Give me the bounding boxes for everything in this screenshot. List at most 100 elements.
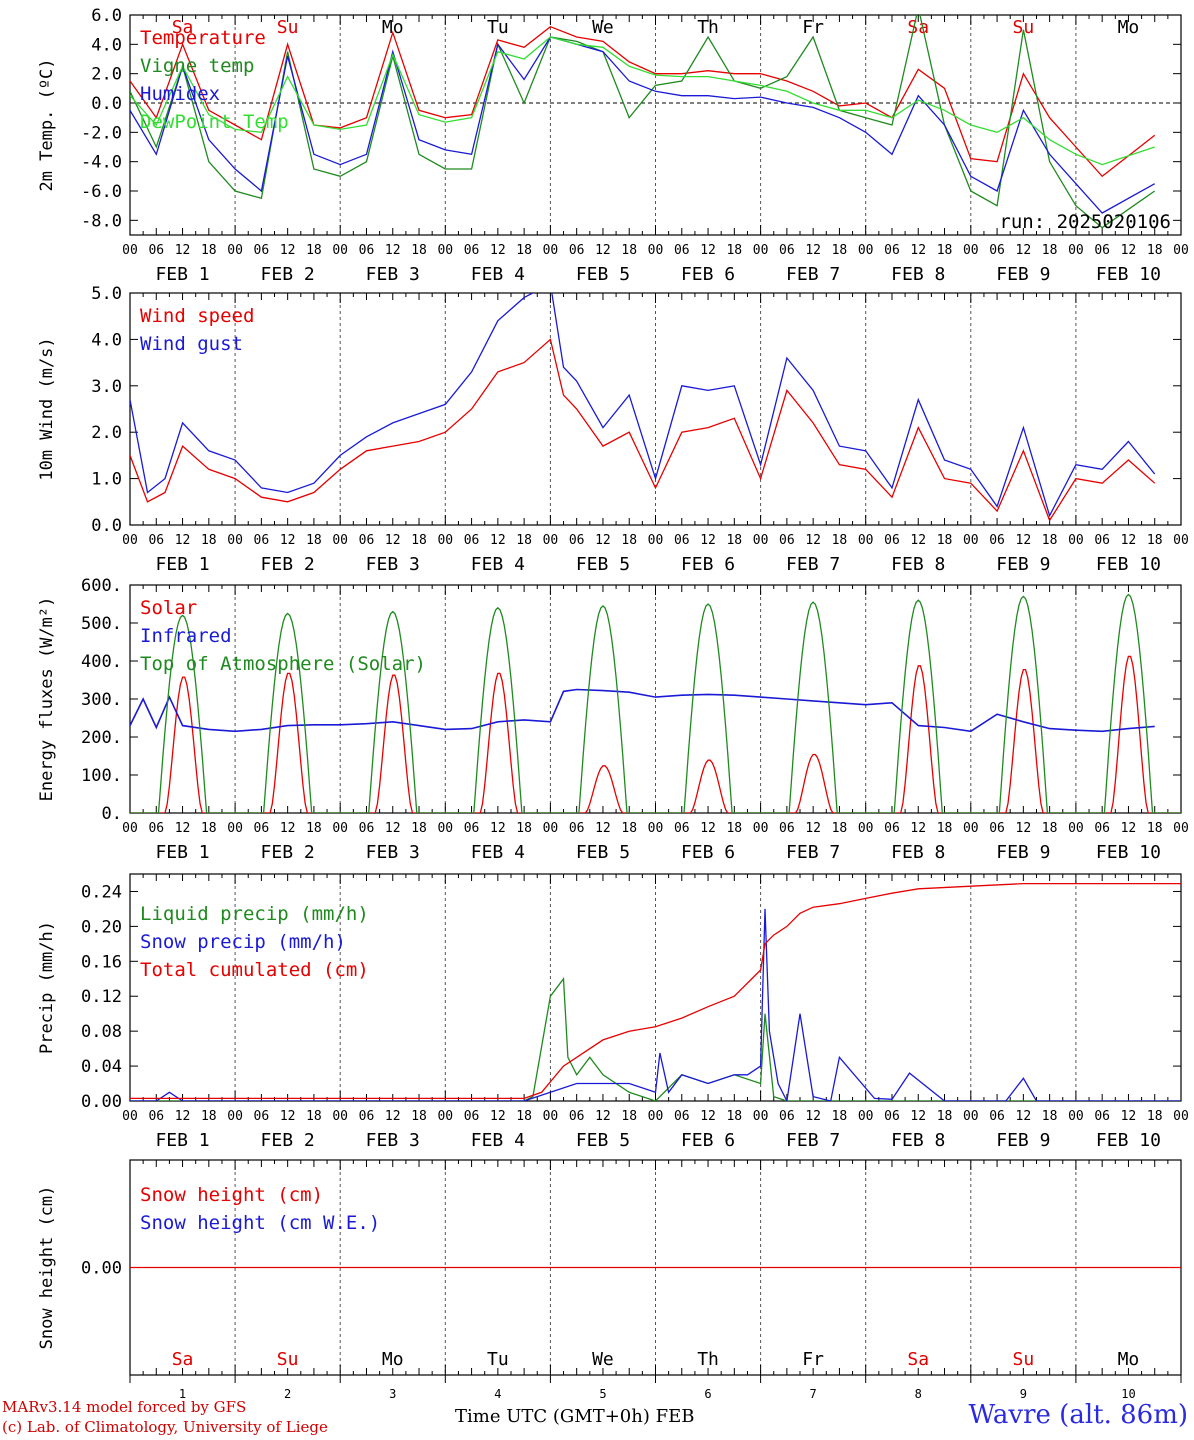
panel-1: 6.0 4.0 2.0 0.0 -2.0 -4.0 -6.0 -8.0 2m Temp. (ºC… <box>37 6 1189 285</box>
date-label: FEB 2 <box>261 554 315 575</box>
panel-5: 0.00 Snow height (cm) Sa 1 Su 2 Mo 3 Tu 4 We 5 Th 6 Fr… <box>37 1159 1182 1401</box>
hour-label: 12 <box>595 533 611 548</box>
credit-line-1: MARv3.14 model forced by GFS <box>2 1398 247 1416</box>
date-label: FEB 1 <box>155 554 209 575</box>
date-label: FEB 1 <box>155 842 209 863</box>
y-axis-label: 2m Temp. (ºC) <box>37 58 57 191</box>
date-label: FEB 9 <box>996 264 1050 285</box>
hour-label: 18 <box>937 533 953 548</box>
date-label: FEB 7 <box>786 264 840 285</box>
hour-label: 12 <box>700 821 716 836</box>
series-line-wind-gust <box>130 293 1156 518</box>
hour-label: 18 <box>726 1109 742 1124</box>
hour-label: 00 <box>227 533 243 548</box>
dow-label: Mo <box>382 1349 404 1370</box>
hour-label: 06 <box>674 821 690 836</box>
hour-label: 06 <box>674 243 690 258</box>
series-line-top-of-atmosphere-solar- <box>130 593 1181 813</box>
panel-4: 0.24 0.20 0.16 0.12 0.08 0.04 0.00 Precip (mm/h… <box>37 873 1189 1151</box>
hour-label: 00 <box>753 243 769 258</box>
hour-label: 12 <box>385 1109 401 1124</box>
hour-label: 12 <box>175 243 191 258</box>
hour-label: 18 <box>1147 243 1163 258</box>
hour-label: 12 <box>1016 1109 1032 1124</box>
series-line-humidex <box>130 36 1156 214</box>
hour-label: 00 <box>1173 243 1189 258</box>
dow-label: Sa <box>172 17 194 38</box>
y-tick-label: 0.08 <box>81 1022 122 1042</box>
hour-label: 18 <box>726 821 742 836</box>
hour-label: 00 <box>227 1109 243 1124</box>
series-line-wind-speed <box>130 338 1156 522</box>
hour-label: 12 <box>175 533 191 548</box>
hour-label: 12 <box>175 821 191 836</box>
y-tick-label: 500. <box>81 614 122 634</box>
hour-label: 12 <box>280 533 296 548</box>
hour-label: 00 <box>858 533 874 548</box>
hour-label: 00 <box>332 243 348 258</box>
hour-label: 18 <box>306 1109 322 1124</box>
hour-label: 12 <box>700 1109 716 1124</box>
hour-label: 12 <box>910 1109 926 1124</box>
day-number-label: 4 <box>494 1387 501 1401</box>
hour-label: 18 <box>1147 533 1163 548</box>
y-tick-label: 0.20 <box>81 917 122 937</box>
hour-label: 18 <box>937 1109 953 1124</box>
hour-label: 12 <box>700 243 716 258</box>
y-tick-label: 6.0 <box>91 6 122 26</box>
hour-label: 12 <box>490 533 506 548</box>
hour-label: 00 <box>1068 821 1084 836</box>
date-label: FEB 7 <box>786 842 840 863</box>
date-label: FEB 5 <box>576 554 630 575</box>
hour-label: 00 <box>437 1109 453 1124</box>
dow-label: Sa <box>172 1349 194 1370</box>
day-number-label: 6 <box>704 1387 711 1401</box>
y-tick-label: 200. <box>81 728 122 748</box>
hour-label: 12 <box>1121 1109 1137 1124</box>
legend-entry: Snow height (cm W.E.) <box>140 1212 380 1234</box>
y-tick-label: 0.24 <box>81 882 122 902</box>
hour-label: 12 <box>910 533 926 548</box>
day-number-label: 8 <box>915 1387 922 1401</box>
hour-label: 18 <box>516 821 532 836</box>
dow-label: Mo <box>1118 1349 1140 1370</box>
hour-label: 06 <box>464 533 480 548</box>
hour-label: 12 <box>805 243 821 258</box>
hour-label: 12 <box>490 821 506 836</box>
hour-label: 00 <box>963 821 979 836</box>
hour-label: 00 <box>122 1109 138 1124</box>
hour-label: 06 <box>989 821 1005 836</box>
hour-label: 06 <box>464 243 480 258</box>
date-label: FEB 8 <box>891 842 945 863</box>
date-label: FEB 10 <box>1096 842 1161 863</box>
date-label: FEB 5 <box>576 842 630 863</box>
hour-label: 12 <box>910 821 926 836</box>
hour-label: 12 <box>175 1109 191 1124</box>
hour-label: 18 <box>832 821 848 836</box>
day-number-label: 9 <box>1020 1387 1027 1401</box>
dow-label: Fr <box>802 1349 824 1370</box>
hour-label: 18 <box>832 1109 848 1124</box>
dow-label: Tu <box>487 17 509 38</box>
dow-label: Su <box>277 17 299 38</box>
date-label: FEB 4 <box>471 264 525 285</box>
hour-label: 00 <box>437 243 453 258</box>
hour-label: 06 <box>1094 243 1110 258</box>
day-number-label: 10 <box>1121 1387 1135 1401</box>
date-label: FEB 8 <box>891 554 945 575</box>
date-label: FEB 7 <box>786 554 840 575</box>
y-axis-label: Snow height (cm) <box>37 1186 57 1350</box>
hour-label: 00 <box>648 243 664 258</box>
hour-label: 18 <box>306 821 322 836</box>
date-label: FEB 4 <box>471 842 525 863</box>
hour-label: 00 <box>1068 243 1084 258</box>
hour-label: 12 <box>280 1109 296 1124</box>
hour-label: 00 <box>437 533 453 548</box>
hour-label: 12 <box>805 821 821 836</box>
hour-label: 00 <box>1068 533 1084 548</box>
dow-label: Sa <box>907 1349 929 1370</box>
y-tick-label: 4.0 <box>91 35 122 55</box>
hour-label: 12 <box>1121 243 1137 258</box>
date-label: FEB 7 <box>786 1130 840 1151</box>
hour-label: 18 <box>516 533 532 548</box>
